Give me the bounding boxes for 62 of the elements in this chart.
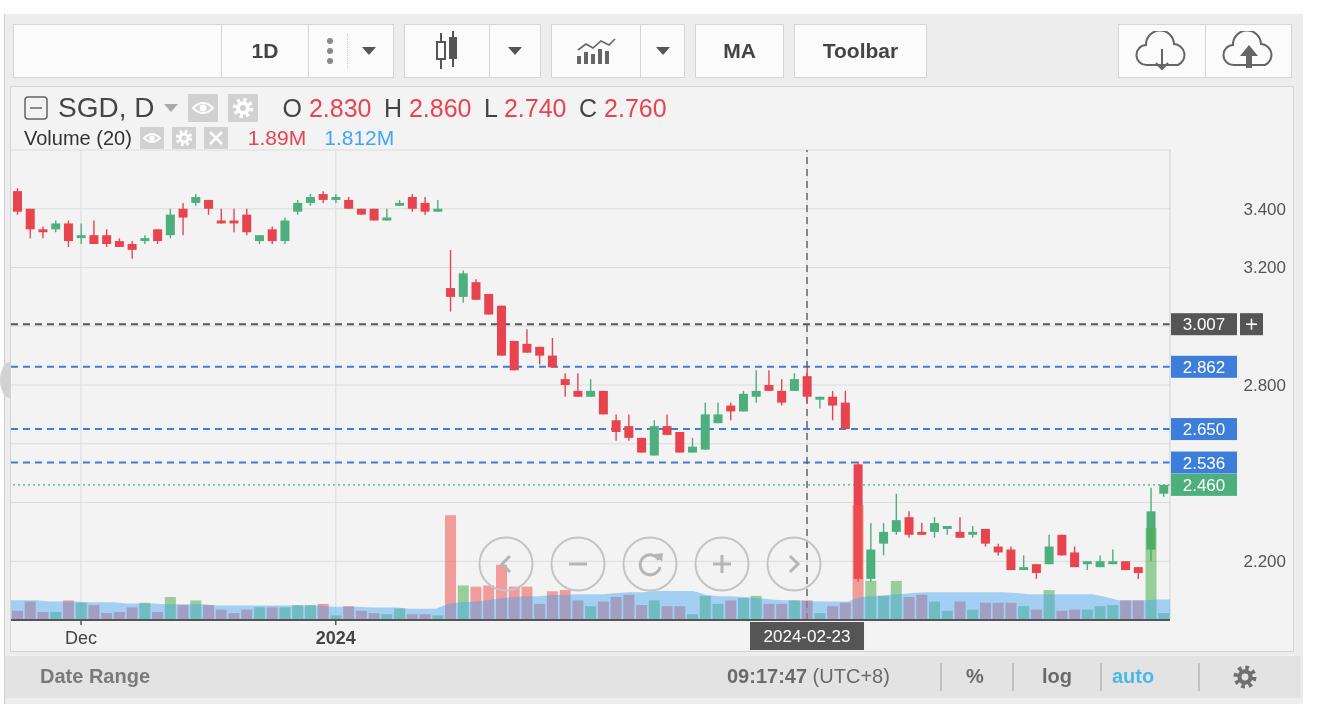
candlestick: [76, 222, 86, 245]
y-tick-label: 2.200: [1243, 552, 1286, 572]
candlestick: [751, 369, 761, 404]
text: 09:17:47 (UTC+8): [727, 665, 890, 688]
button: 1D: [221, 24, 309, 78]
candlestick: [280, 216, 290, 245]
candlestick: [38, 225, 48, 239]
candlestick: [802, 366, 812, 404]
button: MA: [695, 24, 784, 78]
text: Volume (20): [24, 126, 132, 150]
candlestick: [25, 208, 35, 239]
candlestick: [955, 516, 965, 539]
candlestick: [547, 337, 557, 369]
candlestick: [904, 510, 914, 539]
candlestick: [382, 208, 392, 222]
y-tick-label: 3.400: [1243, 199, 1286, 219]
ref-line-label: 2.862: [1182, 357, 1226, 377]
ref-line-label: 2.536: [1182, 453, 1226, 473]
text: O 2.830 H 2.860 L 2.740 C 2.760: [282, 93, 667, 122]
candlestick: [573, 372, 583, 398]
candlestick: [675, 431, 685, 454]
candlestick: [471, 278, 481, 301]
candlestick: [1108, 548, 1118, 565]
candlestick: [140, 234, 150, 245]
text: %: [966, 665, 984, 687]
candlestick: [63, 219, 73, 248]
candlestick: [178, 202, 188, 236]
text: auto: [1112, 665, 1155, 687]
candlestick: [560, 372, 570, 398]
ref-line-label: 3.007: [1182, 315, 1226, 335]
ref-line-label: 2.650: [1182, 420, 1226, 440]
candlestick: [815, 396, 825, 410]
text: log: [1042, 665, 1072, 687]
candlestick: [522, 328, 532, 354]
candlestick: [930, 516, 940, 539]
candlestick: [662, 413, 672, 436]
y-tick-label: 2.800: [1243, 375, 1286, 395]
x-tick-label: Dec: [65, 628, 98, 649]
chart-title: SGD, D: [58, 92, 155, 124]
candlestick: [879, 522, 889, 557]
candlestick: [777, 378, 787, 407]
candlestick: [331, 193, 341, 204]
candlestick: [446, 249, 456, 313]
text: Date Range: [40, 665, 151, 687]
y-tick-label: 3.200: [1243, 258, 1286, 278]
candlestick: [828, 390, 838, 421]
candlestick: [1044, 534, 1054, 565]
candlestick: [764, 369, 774, 392]
candlestick: [242, 208, 252, 236]
text: 1.89M: [247, 126, 307, 150]
ref-line-label: 2.460: [1182, 475, 1226, 495]
x-tick-label: 2024-02-23: [763, 626, 851, 646]
candlestick: [624, 413, 634, 442]
candlestick: [127, 240, 137, 260]
candlestick: [458, 269, 468, 304]
x-tick-label: 2024: [315, 628, 356, 649]
text: 1.812M: [324, 126, 395, 150]
candlestick: [611, 413, 621, 442]
button: Toolbar: [794, 24, 927, 78]
candlestick: [891, 492, 901, 536]
candlestick: [13, 187, 22, 216]
candlestick: [165, 208, 175, 239]
